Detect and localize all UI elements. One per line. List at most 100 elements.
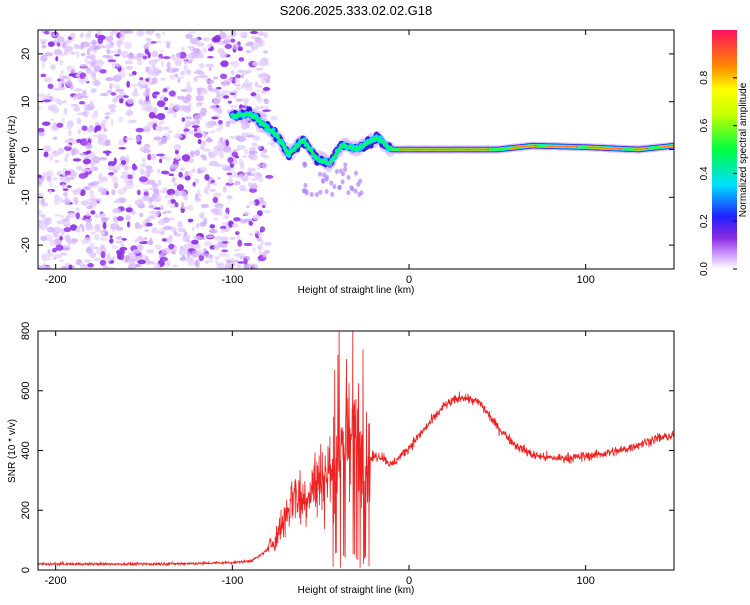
noise-blob — [180, 70, 185, 76]
noise-blob — [264, 250, 270, 254]
noise-blob — [44, 52, 54, 57]
noise-blob — [176, 184, 184, 192]
noise-blob — [72, 158, 82, 162]
noise-blob — [83, 76, 88, 83]
noise-blob — [205, 63, 215, 68]
noise-blob — [145, 167, 152, 173]
noise-blob — [125, 207, 133, 213]
noise-blob — [235, 98, 243, 102]
noise-blob — [173, 144, 182, 151]
noise-blob — [255, 81, 259, 86]
noise-blob — [118, 34, 125, 38]
noise-blob — [66, 124, 73, 130]
noise-blob — [114, 84, 121, 90]
noise-blob — [244, 100, 248, 107]
noise-blob — [204, 174, 210, 181]
noise-blob — [134, 224, 144, 230]
noise-blob — [263, 105, 269, 110]
ridge-inner — [281, 144, 285, 147]
noise-blob — [197, 138, 202, 145]
ridge-fragment — [354, 170, 359, 176]
noise-blob — [227, 100, 233, 104]
noise-blob — [200, 203, 209, 209]
noise-blob — [136, 244, 144, 251]
noise-blob — [68, 73, 76, 77]
noise-blob — [110, 119, 114, 126]
noise-blob — [135, 135, 141, 142]
noise-blob — [80, 200, 90, 206]
noise-blob — [81, 226, 85, 232]
noise-blob — [166, 61, 171, 69]
noise-blob — [78, 100, 86, 105]
noise-blob — [247, 167, 256, 172]
noise-blob — [131, 91, 139, 97]
noise-blob — [131, 70, 137, 76]
noise-blob — [132, 249, 141, 254]
noise-blob — [75, 212, 80, 220]
noise-blob — [161, 238, 168, 242]
noise-blob — [183, 128, 190, 132]
noise-blob — [260, 105, 264, 110]
noise-blob — [220, 92, 225, 97]
noise-blob — [95, 125, 102, 132]
noise-blob — [262, 204, 266, 209]
noise-blob — [183, 231, 188, 237]
noise-blob — [155, 125, 164, 131]
noise-blob — [87, 30, 92, 36]
noise-blob — [219, 30, 224, 33]
noise-blob — [42, 145, 52, 153]
noise-blob — [214, 235, 222, 241]
noise-blob — [194, 259, 199, 268]
noise-blob — [220, 236, 229, 243]
noise-blob — [146, 249, 155, 254]
noise-blob — [249, 153, 258, 161]
noise-blob — [222, 185, 226, 193]
noise-blob — [56, 122, 64, 128]
noise-blob — [40, 73, 47, 78]
snr-y-tick-label: 800 — [20, 322, 32, 340]
noise-blob — [52, 230, 59, 237]
noise-blob — [100, 123, 106, 129]
noise-blob — [181, 154, 191, 162]
noise-blob — [126, 174, 134, 180]
noise-blob — [215, 91, 220, 96]
noise-blob — [147, 51, 151, 59]
ridge-fragment — [324, 176, 329, 182]
noise-blob — [138, 83, 144, 89]
noise-blob — [179, 256, 187, 262]
noise-blob — [110, 108, 116, 113]
colorbar-gradient — [712, 30, 737, 269]
noise-blob — [169, 198, 176, 204]
noise-blob — [259, 226, 266, 233]
noise-blob — [224, 34, 232, 41]
noise-blob — [192, 244, 202, 249]
noise-blob — [236, 235, 241, 240]
noise-blob — [172, 264, 178, 268]
noise-blob — [207, 136, 212, 143]
noise-blob — [87, 142, 92, 149]
noise-blob — [68, 264, 73, 269]
noise-blob — [94, 45, 101, 50]
noise-blob — [145, 87, 151, 94]
noise-blob — [191, 125, 200, 129]
noise-blob — [78, 173, 88, 179]
noise-blob — [113, 157, 117, 165]
noise-blob — [166, 42, 171, 49]
noise-blob — [213, 97, 221, 105]
noise-blob — [227, 261, 236, 268]
noise-blob — [98, 172, 103, 179]
noise-blob — [199, 252, 207, 256]
noise-blob — [86, 222, 93, 229]
noise-blob — [73, 94, 78, 101]
noise-blob — [65, 144, 72, 148]
spectrogram-x-label: Height of straight line (km) — [298, 285, 415, 296]
noise-blob — [220, 73, 228, 79]
noise-blob — [122, 95, 129, 98]
noise-blob — [180, 167, 185, 172]
noise-blob — [128, 260, 136, 267]
noise-blob — [237, 46, 243, 52]
colorbar-tick-label: 0.2 — [699, 214, 710, 228]
noise-blob — [59, 77, 65, 84]
noise-blob — [142, 125, 151, 133]
